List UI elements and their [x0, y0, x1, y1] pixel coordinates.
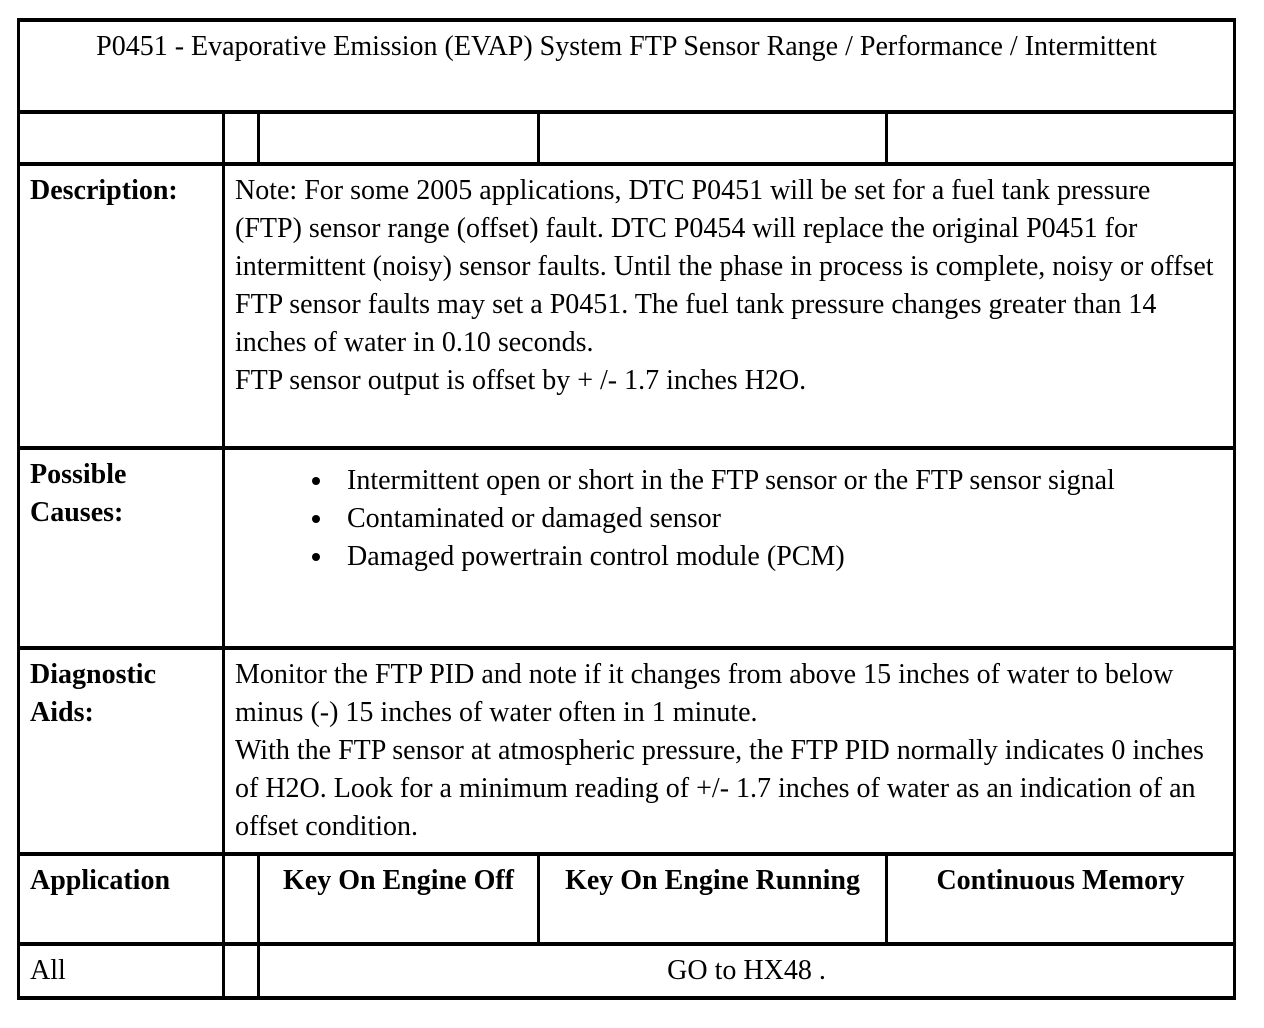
go-to-action-text: GO to HX48 . [257, 942, 1236, 1000]
description-paragraph: Note: For some 2005 applications, DTC P0… [235, 175, 1214, 358]
empty-cell [222, 942, 260, 1000]
empty-cell [17, 110, 225, 166]
application-value: All [17, 942, 225, 1000]
column-header-key-on-engine-running: Key On Engine Running [537, 852, 888, 946]
empty-cell [222, 110, 260, 166]
column-header-continuous-memory: Continuous Memory [885, 852, 1236, 946]
cause-item: Contaminated or damaged sensor [335, 500, 1223, 538]
empty-cell [257, 110, 540, 166]
empty-row [17, 110, 1236, 166]
description-label: Description: [17, 162, 225, 450]
empty-cell [222, 852, 260, 946]
possible-causes-content: Intermittent open or short in the FTP se… [222, 446, 1236, 650]
column-header-key-on-engine-off: Key On Engine Off [257, 852, 540, 946]
cause-item: Damaged powertrain control module (PCM) [335, 538, 1223, 576]
description-row: Description: Note: For some 2005 applica… [17, 162, 1236, 450]
possible-causes-list: Intermittent open or short in the FTP se… [235, 462, 1223, 576]
dtc-pinpoint-table: P0451 - Evaporative Emission (EVAP) Syst… [17, 18, 1236, 1000]
diagnostic-aids-label: Diagnostic Aids: [17, 646, 225, 856]
diagnostic-aids-paragraph: With the FTP sensor at atmospheric press… [235, 735, 1204, 842]
empty-cell [885, 110, 1236, 166]
description-paragraph: FTP sensor output is offset by + /- 1.7 … [235, 365, 807, 396]
diagnostic-aids-row: Diagnostic Aids: Monitor the FTP PID and… [17, 646, 1236, 856]
application-header-row: Application Key On Engine Off Key On Eng… [17, 852, 1236, 946]
application-column-label: Application [17, 852, 225, 946]
empty-cell [537, 110, 888, 166]
possible-causes-label: Possible Causes: [17, 446, 225, 650]
diagnostic-aids-content: Monitor the FTP PID and note if it chang… [222, 646, 1236, 856]
application-data-row: All GO to HX48 . [17, 942, 1236, 1000]
title-row: P0451 - Evaporative Emission (EVAP) Syst… [17, 18, 1236, 114]
diagnostic-aids-paragraph: Monitor the FTP PID and note if it chang… [235, 659, 1174, 728]
possible-causes-row: Possible Causes: Intermittent open or sh… [17, 446, 1236, 650]
cause-item: Intermittent open or short in the FTP se… [335, 462, 1223, 500]
table-title: P0451 - Evaporative Emission (EVAP) Syst… [17, 18, 1236, 114]
description-content: Note: For some 2005 applications, DTC P0… [222, 162, 1236, 450]
